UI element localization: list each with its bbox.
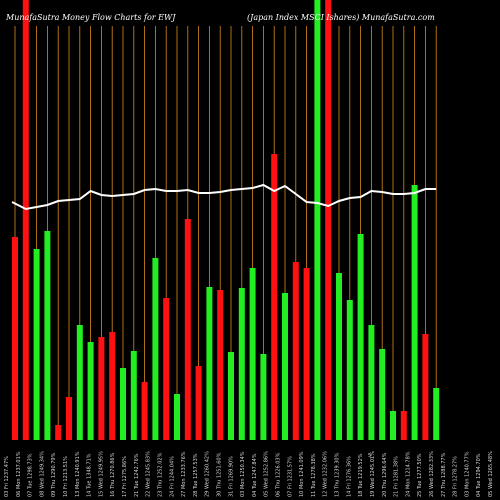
price-line-group xyxy=(11,183,437,211)
x-tick-label: 12 Wed 1232.06% xyxy=(323,451,329,497)
price-line xyxy=(11,183,437,211)
bar-up xyxy=(76,325,83,440)
bar-down xyxy=(12,237,18,440)
bar-down xyxy=(271,154,278,440)
bar-down xyxy=(325,0,332,440)
bar-down xyxy=(22,0,29,440)
bar-down xyxy=(98,337,105,440)
x-tick-label: 16 Thu 1270.86% xyxy=(110,452,116,497)
bar-up xyxy=(368,325,375,440)
x-tick-label: 04 Tue 1247.84% xyxy=(252,453,258,497)
x-tick-label: 18 Tue 1219.52% xyxy=(358,453,364,497)
bar-down xyxy=(195,366,202,440)
x-tick-label: 14 Tue 1348.71% xyxy=(87,453,93,497)
bar-up xyxy=(87,342,94,440)
x-tick-label: 04 Tue 1294.70% xyxy=(476,453,482,497)
x-tick-label: 07 Tue 1298.73% xyxy=(28,453,34,497)
x-tick-label: 19 Wed 1245.01% xyxy=(370,451,376,497)
bar-down xyxy=(163,298,170,440)
x-tick-label: 03 Fri 1237.47% xyxy=(4,456,10,497)
x-tick-label: 24 Fri 1244.04% xyxy=(169,456,175,497)
bar-down xyxy=(292,262,299,440)
bar-down xyxy=(109,332,116,440)
bar-up xyxy=(249,268,256,440)
bar-up xyxy=(433,388,440,440)
bar-up xyxy=(314,0,321,440)
bar-up xyxy=(228,352,234,440)
bar-down xyxy=(303,268,310,440)
x-tick-label: 13 Thu 1239.30% xyxy=(335,452,341,497)
x-tick-label: 21 Fri 1281.38% xyxy=(394,456,400,497)
x-tick-label: 09 Thu 1290.79% xyxy=(51,452,57,497)
x-tick-label: 07 Fri 1231.57% xyxy=(287,456,293,497)
bar-down xyxy=(141,382,148,440)
x-tick-labels: 03 Fri 1237.47% 06 Mon 1237.01% 07 Tue 129… xyxy=(4,451,494,497)
bar-up xyxy=(238,288,245,440)
x-tick-label: 26 Wed 1282.33% xyxy=(429,451,435,497)
bar-up xyxy=(282,293,288,440)
x-tick-label: 30 Thu 1251.60% xyxy=(217,452,223,497)
x-tick-label: 27 Thu 1288.77% xyxy=(441,452,447,497)
bar-down xyxy=(400,411,407,440)
chart-title-right: (Japan Index MSCI Ishares) MunafaSutra.c… xyxy=(247,13,435,22)
chart-title-left: MunafaSutra Money Flow Charts for EWJ xyxy=(5,13,176,22)
bar-up xyxy=(336,273,342,440)
x-tick-label: 22 Wed 1245.83% xyxy=(146,451,152,497)
x-tick-label: 05 Wed 1252.86% xyxy=(264,451,270,497)
x-tick-label: 10 Fri 1213.51% xyxy=(63,456,69,497)
x-tick-label: 24 Mon 1214.78% xyxy=(405,451,411,497)
bar-up xyxy=(130,351,137,440)
x-tick-label: 11 Tue 1278.38% xyxy=(311,453,317,497)
x-tick-label: 10 Mon 1241.09% xyxy=(299,451,305,497)
x-tick-label: 13 Mon 1240.91% xyxy=(75,451,81,497)
x-tick-label: 29 Wed 1260.42% xyxy=(205,451,211,497)
x-tick-label: 28 Fri 1278.27% xyxy=(453,456,459,497)
x-tick-label: 03 Mon 1240.77% xyxy=(464,451,470,497)
bar-up xyxy=(33,249,40,440)
bar-up xyxy=(390,411,396,440)
x-tick-label: 23 Thu 1252.02% xyxy=(158,452,164,497)
bar-down xyxy=(55,425,62,440)
x-tick-label: 05 Wed 1265.48% xyxy=(488,451,494,497)
x-tick-label: 20 Thu 1296.64% xyxy=(382,452,388,497)
x-tick-label: 08 Wed 1249.34% xyxy=(39,451,45,497)
bar-down xyxy=(184,219,191,440)
bar-up xyxy=(346,300,353,440)
bar-up xyxy=(120,368,126,440)
bar-down xyxy=(422,334,429,440)
bar-up xyxy=(174,394,180,440)
x-tick-label: 06 Mon 1237.01% xyxy=(16,451,22,497)
bar-down xyxy=(217,290,224,440)
bar-up xyxy=(152,258,159,440)
x-tick-label: 27 Mon 1233.76% xyxy=(181,451,187,497)
bar-up xyxy=(379,349,386,440)
x-tick-label: 06 Thu 1226.03% xyxy=(276,452,282,497)
x-tick-label: 03 Mon 1250.34% xyxy=(240,451,246,497)
x-tick-label: 15 Wed 1249.95% xyxy=(98,451,104,497)
x-tick-label: 28 Tue 1257.53% xyxy=(193,453,199,497)
bar-up xyxy=(206,287,213,440)
bar-up xyxy=(411,185,418,440)
footer-mark: 5 xyxy=(368,453,371,459)
bars xyxy=(12,0,440,440)
x-tick-label: 21 Tue 1242.76% xyxy=(134,453,140,497)
x-tick-label: 31 Fri 1269.90% xyxy=(228,456,234,497)
bar-up xyxy=(260,354,267,440)
bar-up xyxy=(44,231,51,440)
x-tick-label: 14 Fri 1276.36% xyxy=(346,456,352,497)
x-tick-label: 17 Fri 1275.86% xyxy=(122,456,128,497)
bar-up xyxy=(357,234,364,440)
bar-down xyxy=(66,397,72,440)
x-tick-label: 25 Tue 1277.50% xyxy=(417,453,423,497)
